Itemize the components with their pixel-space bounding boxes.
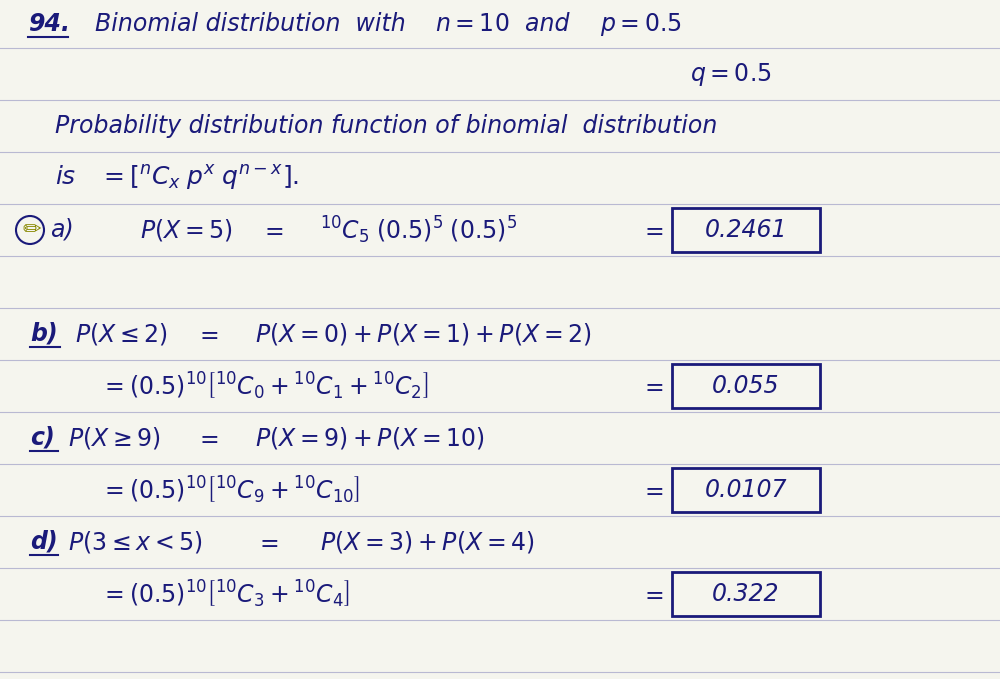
Text: $=(0.5)^{10}\left[{}^{10}C_0+{}^{10}C_1+{}^{10}C_2\right]$: $=(0.5)^{10}\left[{}^{10}C_0+{}^{10}C_1+… [100, 370, 428, 402]
Text: d): d) [30, 530, 58, 554]
Text: ✏: ✏ [22, 220, 41, 240]
Text: $p=0.5$: $p=0.5$ [600, 10, 682, 37]
Text: $=$: $=$ [640, 478, 664, 502]
Text: 0.0107: 0.0107 [705, 478, 787, 502]
Text: and: and [510, 12, 592, 36]
Text: $=$: $=$ [640, 218, 664, 242]
Text: 0.055: 0.055 [712, 374, 780, 398]
Text: c): c) [30, 426, 55, 450]
Text: 94.: 94. [28, 12, 70, 36]
Text: $=$: $=$ [260, 218, 284, 242]
Text: $P(X=9)+P(X=10)$: $P(X=9)+P(X=10)$ [255, 425, 485, 451]
Text: $=(0.5)^{10}\left[{}^{10}C_3+{}^{10}C_4\right]$: $=(0.5)^{10}\left[{}^{10}C_3+{}^{10}C_4\… [100, 579, 350, 610]
Text: $=(0.5)^{10}\left[{}^{10}C_9+{}^{10}C_{10}\right]$: $=(0.5)^{10}\left[{}^{10}C_9+{}^{10}C_{1… [100, 475, 360, 506]
Text: ${}^{10}C_5\;(0.5)^5\;(0.5)^5$: ${}^{10}C_5\;(0.5)^5\;(0.5)^5$ [320, 215, 517, 246]
Text: Binomial distribution  with: Binomial distribution with [95, 12, 436, 36]
Text: $P(X=0)+P(X=1)+P(X=2)$: $P(X=0)+P(X=1)+P(X=2)$ [255, 321, 592, 347]
Text: $=$: $=$ [640, 374, 664, 398]
Text: $P(X \leq 2)$: $P(X \leq 2)$ [75, 321, 168, 347]
Text: is   $= \left[{}^n C_x \; p^x \; q^{n-x}\right].$: is $= \left[{}^n C_x \; p^x \; q^{n-x}\r… [55, 164, 299, 193]
Text: $=$: $=$ [640, 582, 664, 606]
Text: $n=10$: $n=10$ [435, 12, 509, 36]
Text: 0.2461: 0.2461 [705, 218, 787, 242]
Bar [672, 572, 820, 616]
Text: $P(X\geq 9)$: $P(X\geq 9)$ [68, 425, 161, 451]
Text: $P(3\leq x < 5)$: $P(3\leq x < 5)$ [68, 529, 203, 555]
Text: 0.322: 0.322 [712, 582, 780, 606]
Bar [672, 208, 820, 252]
Text: $q=0.5$: $q=0.5$ [690, 60, 772, 88]
Text: b): b) [30, 322, 58, 346]
Text: $=$: $=$ [195, 322, 219, 346]
Bar [672, 364, 820, 408]
Text: a): a) [50, 218, 74, 242]
Text: Probability distribution function of binomial  distribution: Probability distribution function of bin… [55, 114, 717, 138]
Text: $P(X=3)+P(X=4)$: $P(X=3)+P(X=4)$ [320, 529, 535, 555]
Text: $P(X=5)$: $P(X=5)$ [140, 217, 233, 243]
Text: $=$: $=$ [255, 530, 279, 554]
Bar [672, 468, 820, 512]
Text: $=$: $=$ [195, 426, 219, 450]
